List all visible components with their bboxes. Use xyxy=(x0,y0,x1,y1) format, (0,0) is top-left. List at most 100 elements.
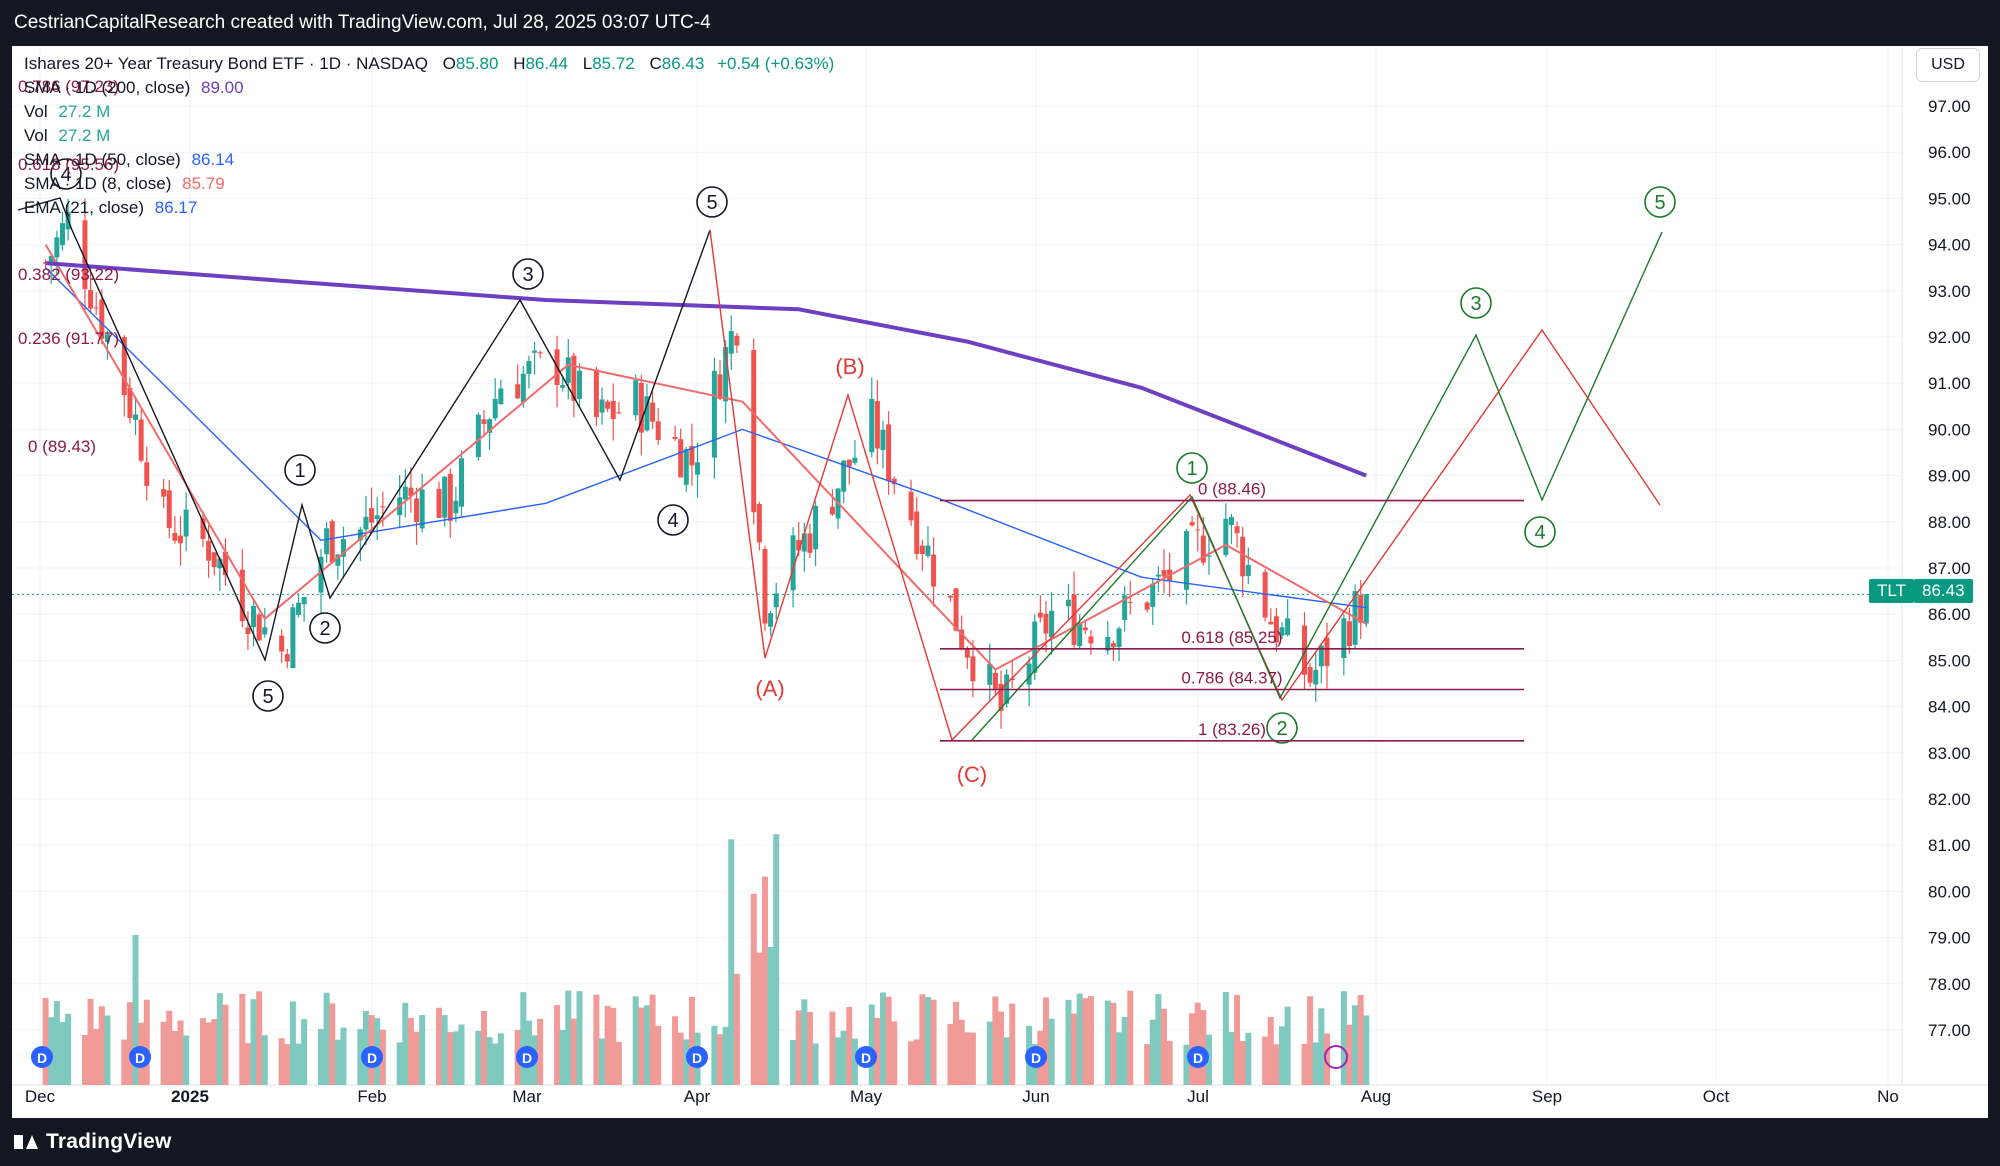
candle-body xyxy=(1088,636,1094,644)
volume-bar xyxy=(672,1016,679,1085)
legend-indicator-row[interactable]: Vol 27.2 M xyxy=(24,124,834,148)
candle-body xyxy=(773,593,779,608)
volume-bar xyxy=(750,893,757,1085)
candle-body xyxy=(59,223,65,246)
candle-body xyxy=(1279,627,1285,636)
price-tick-label: 86.00 xyxy=(1928,605,1971,624)
volume-bar xyxy=(683,1039,690,1085)
price-tick-label: 79.00 xyxy=(1928,929,1971,948)
price-tick-label: 94.00 xyxy=(1928,236,1971,255)
candle-body xyxy=(768,613,774,627)
dividend-marker-icon xyxy=(31,1046,53,1068)
indicator-name: SMA · 1D (50, close) xyxy=(24,150,181,169)
candle-body xyxy=(565,357,571,383)
time-tick-label: Dec xyxy=(25,1087,56,1106)
legend-indicator-row[interactable]: Vol 27.2 M xyxy=(24,100,834,124)
candle-body xyxy=(891,478,897,485)
legend-indicator-row[interactable]: SMA · 1D (200, close) 89.00 xyxy=(24,76,834,100)
volume-bar xyxy=(885,996,892,1085)
volume-bar xyxy=(59,1021,66,1085)
volume-bar xyxy=(301,1019,308,1085)
dividend-marker-letter: D xyxy=(135,1050,145,1066)
legend-indicator-row[interactable]: SMA · 1D (8, close) 85.79 xyxy=(24,172,834,196)
volume-bar xyxy=(891,1021,898,1085)
volume-bar xyxy=(1104,1000,1111,1085)
volume-bar xyxy=(171,1031,178,1085)
candle-body xyxy=(1273,616,1279,643)
candle-body xyxy=(874,401,880,449)
volume-bar xyxy=(537,1018,544,1085)
tradingview-logo[interactable]: TradingView xyxy=(14,1130,172,1154)
wave-label-black-text: 4 xyxy=(60,164,71,186)
candle-body xyxy=(256,614,262,641)
volume-bar xyxy=(87,998,94,1085)
volume-bar xyxy=(1262,1036,1269,1085)
dividend-marker-icon xyxy=(361,1046,383,1068)
dividend-marker-letter: D xyxy=(1193,1050,1203,1066)
dividend-marker-letter: D xyxy=(37,1050,47,1066)
wave-label-black-text: 5 xyxy=(706,192,717,214)
time-tick-label: No xyxy=(1877,1087,1899,1106)
volume-bar xyxy=(767,946,774,1085)
volume-bar xyxy=(419,1015,426,1085)
volume-bar xyxy=(1003,1037,1010,1085)
price-tick-label: 87.00 xyxy=(1928,559,1971,578)
dividend-marker-icon xyxy=(686,1046,708,1068)
legend-indicator-row[interactable]: EMA (21, close) 86.17 xyxy=(24,196,834,220)
candle-body xyxy=(318,556,324,593)
chart-frame xyxy=(0,46,2000,1118)
candle-body xyxy=(380,506,386,508)
volume-bar xyxy=(1318,1008,1325,1085)
dividend-marker-letter: D xyxy=(692,1050,702,1066)
volume-bar xyxy=(840,1030,847,1085)
currency-button[interactable]: USD xyxy=(1916,48,1980,82)
volume-bar xyxy=(166,1010,173,1085)
volume-bar xyxy=(1110,1002,1117,1085)
candle-body xyxy=(1223,518,1229,555)
close-label: C xyxy=(649,54,662,73)
price-tick-label: 78.00 xyxy=(1928,975,1971,994)
fib-label-left: 0.382 (93.22) xyxy=(18,265,119,284)
earnings-flash-icon xyxy=(1324,1045,1348,1069)
volume-bar xyxy=(93,1028,100,1085)
candle-body xyxy=(532,350,538,353)
volume-bar xyxy=(1340,991,1347,1085)
volume-bar xyxy=(576,991,583,1085)
top-credit-bar: CestrianCapitalResearch created with Tra… xyxy=(0,0,2000,46)
candle-body xyxy=(1358,594,1364,623)
candle-body xyxy=(537,352,543,354)
volume-bar xyxy=(795,1010,802,1085)
wave-label-red: (C) xyxy=(957,762,988,787)
time-tick-label: Jun xyxy=(1022,1087,1049,1106)
volume-bar xyxy=(1323,1033,1330,1085)
candle-body xyxy=(526,361,532,374)
price-tick-label: 97.00 xyxy=(1928,97,1971,116)
candle-body xyxy=(616,412,622,414)
candle-body xyxy=(1200,535,1206,563)
volume-bar xyxy=(458,1024,465,1085)
candle-body xyxy=(402,486,408,500)
candle-body xyxy=(262,627,268,635)
legend-indicator-row[interactable]: SMA · 1D (50, close) 86.14 xyxy=(24,148,834,172)
price-tick-label: 77.00 xyxy=(1928,1021,1971,1040)
dividend-marker-icon xyxy=(1187,1046,1209,1068)
candle-body xyxy=(329,521,335,563)
volume-bar xyxy=(643,1005,650,1085)
volume-bar xyxy=(256,991,263,1085)
price-tick-label: 92.00 xyxy=(1928,328,1971,347)
candle-body xyxy=(886,424,892,482)
candle-body xyxy=(1049,610,1055,638)
indicator-name: EMA (21, close) xyxy=(24,198,144,217)
wave-label-black-text: 3 xyxy=(522,264,533,286)
volume-bar xyxy=(1071,1013,1078,1085)
candle-body xyxy=(447,473,453,521)
candle-body xyxy=(790,535,796,591)
indicator-value: 86.14 xyxy=(191,150,235,169)
price-tick-label: 96.00 xyxy=(1928,143,1971,162)
candle-body xyxy=(762,549,768,624)
candle-body xyxy=(711,370,717,458)
price-tick-label: 83.00 xyxy=(1928,744,1971,763)
wave-label-green xyxy=(1524,516,1556,548)
volume-bar xyxy=(1155,993,1162,1085)
